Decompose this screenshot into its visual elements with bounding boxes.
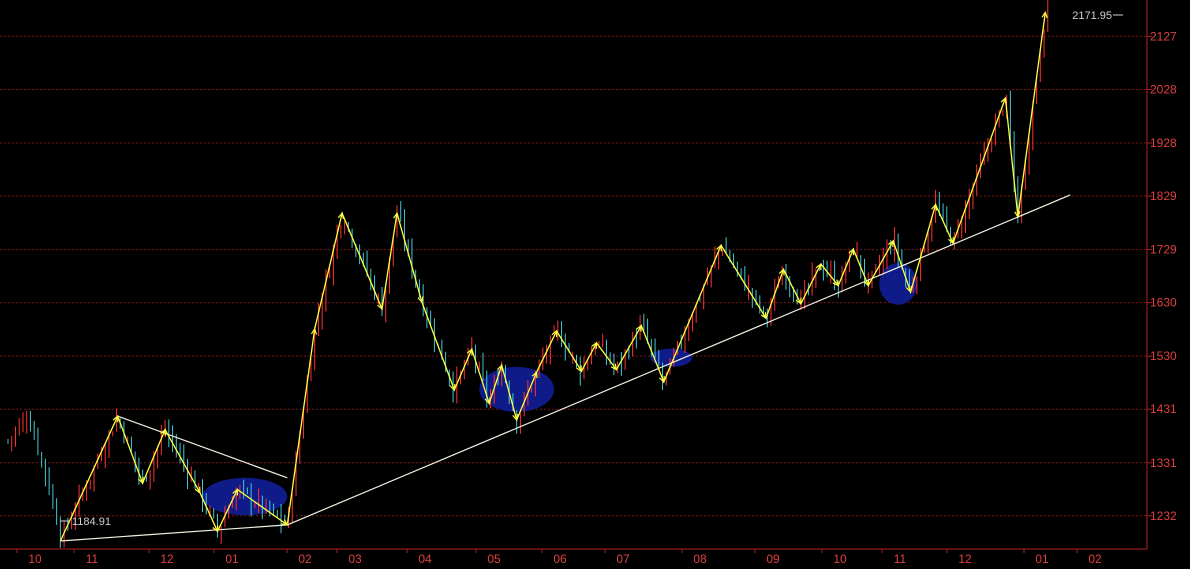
y-tick-label: 1232 xyxy=(1150,509,1177,523)
wave-arrowhead xyxy=(212,525,219,533)
y-tick-label: 2028 xyxy=(1150,82,1177,96)
trend-line xyxy=(117,415,288,479)
wave-arrowhead xyxy=(931,203,938,211)
trend-line xyxy=(60,524,288,542)
wave-arrowhead xyxy=(905,285,912,294)
y-tick-label: 1729 xyxy=(1150,243,1177,257)
wave-arrowhead xyxy=(658,375,665,384)
x-tick-label: 09 xyxy=(766,552,780,566)
x-tick-label: 11 xyxy=(86,552,99,566)
wave-arrowhead xyxy=(137,477,144,485)
x-axis-ticks: 10 11 12 01 02 03 04 05 06 07 08 09 10 11 12 01 02 xyxy=(16,549,1102,566)
y-tick-label: 1431 xyxy=(1150,402,1177,416)
wave-arrowhead xyxy=(591,341,598,349)
x-tick-label: 05 xyxy=(487,552,501,566)
wave-arrowhead xyxy=(484,397,491,405)
x-tick-label: 12 xyxy=(958,552,972,566)
wave-arrowhead xyxy=(815,262,822,271)
annotations: 2171.95 1184.91 xyxy=(60,10,1123,528)
wave-arrowhead xyxy=(497,364,504,372)
x-tick-label: 02 xyxy=(298,552,312,566)
wave-arrowhead xyxy=(832,279,840,287)
wave-arrowhead xyxy=(848,247,855,256)
x-tick-label: 01 xyxy=(225,552,239,566)
y-axis-ticks: 1232 1331 1431 1530 1630 1729 1829 1928 2028 2127 xyxy=(1147,29,1177,523)
x-tick-label: 07 xyxy=(616,552,630,566)
wave-arrowhead xyxy=(112,414,119,423)
trend-line xyxy=(287,194,1071,526)
wave-arrowhead xyxy=(1000,96,1007,105)
wave-arrowhead xyxy=(310,327,318,335)
grid-lines xyxy=(0,35,1147,517)
wave-arrowhead xyxy=(377,303,383,311)
wave-arrowhead xyxy=(531,370,538,379)
wave-arrowhead xyxy=(393,211,400,220)
wave-arrowhead xyxy=(778,268,785,276)
highlight-ellipse xyxy=(650,348,693,367)
x-tick-label: 08 xyxy=(693,552,707,566)
wave-arrowhead xyxy=(636,324,642,332)
wave-arrowhead xyxy=(610,363,618,371)
wave-arrowhead xyxy=(948,237,954,245)
wave-arrowhead xyxy=(551,329,558,337)
wave-arrowhead xyxy=(863,279,870,287)
wave-arrowhead xyxy=(512,413,519,422)
wave-arrowhead xyxy=(887,239,894,248)
x-tick-label: 11 xyxy=(894,552,907,566)
y-tick-label: 1530 xyxy=(1150,349,1177,363)
wave-arrowhead xyxy=(1014,211,1021,219)
y-tick-label: 1630 xyxy=(1150,296,1177,310)
wave-arrowhead xyxy=(417,296,424,304)
wave-arrowhead xyxy=(337,211,344,220)
axes xyxy=(0,0,1148,550)
trend-lines xyxy=(60,194,1071,542)
wave-arrowhead xyxy=(449,383,456,392)
wave-arrowhead xyxy=(1041,10,1048,19)
y-tick-label: 1331 xyxy=(1150,456,1177,470)
y-tick-label: 2127 xyxy=(1150,29,1177,43)
highlight-ellipse xyxy=(879,262,918,305)
wave-arrowhead xyxy=(160,428,166,436)
x-tick-label: 04 xyxy=(418,552,432,566)
x-tick-label: 06 xyxy=(553,552,567,566)
x-tick-label: 12 xyxy=(160,552,174,566)
wave-arrowhead xyxy=(576,365,583,373)
wave-arrowhead xyxy=(795,297,802,305)
y-tick-label: 1829 xyxy=(1150,189,1177,203)
wave-arrowhead xyxy=(716,244,722,252)
x-tick-label: 10 xyxy=(833,552,847,566)
high-price-label: 2171.95 xyxy=(1072,10,1112,22)
wave-arrowhead xyxy=(232,488,238,496)
wave-arrowhead xyxy=(466,347,473,356)
wave-arrowhead xyxy=(760,312,767,320)
x-tick-label: 10 xyxy=(28,552,42,566)
wave-lines xyxy=(59,10,1048,542)
y-tick-label: 1928 xyxy=(1150,136,1177,150)
wave-arrowhead xyxy=(281,519,289,526)
x-tick-label: 02 xyxy=(1088,552,1102,566)
highlight-ellipse xyxy=(202,477,288,516)
wave-arrowhead xyxy=(194,486,201,495)
wave-zigzag xyxy=(59,12,1046,542)
low-price-label: 1184.91 xyxy=(72,516,111,528)
x-tick-label: 03 xyxy=(348,552,362,566)
x-tick-label: 01 xyxy=(1035,552,1049,566)
